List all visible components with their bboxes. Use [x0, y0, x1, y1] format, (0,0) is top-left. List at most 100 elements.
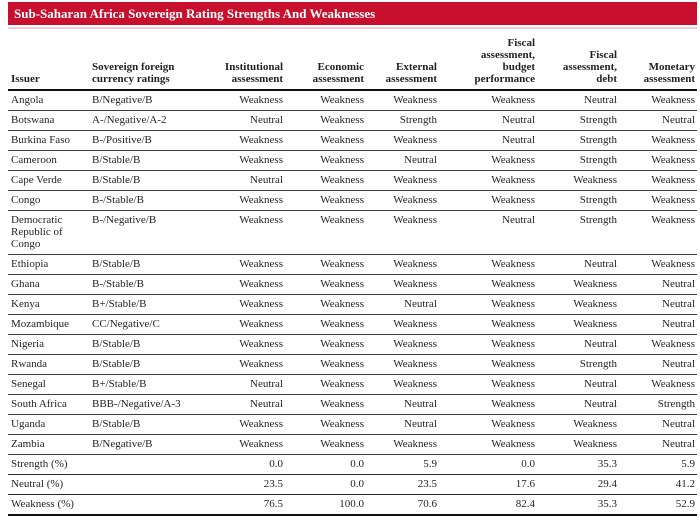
assessment-cell: Weakness: [366, 130, 439, 151]
issuer-cell: South Africa: [8, 394, 90, 415]
rating-cell: B/Stable/B: [90, 414, 191, 435]
assessment-cell: Neutral: [366, 394, 439, 415]
summary-value-cell: 29.4: [537, 474, 619, 495]
assessment-cell: Weakness: [366, 210, 439, 255]
assessment-cell: Weakness: [191, 334, 285, 355]
summary-row: Weakness (%) 76.5 100.0 70.6 82.4 35.3 52.9: [8, 494, 697, 516]
assessment-cell: Weakness: [619, 150, 697, 171]
assessment-cell: Strength: [537, 130, 619, 151]
assessment-cell: Weakness: [439, 254, 537, 275]
table-title-bar: Sub-Saharan Africa Sovereign Rating Stre…: [8, 2, 697, 25]
assessment-cell: Weakness: [366, 314, 439, 335]
assessment-cell: Weakness: [537, 314, 619, 335]
assessment-cell: Neutral: [191, 110, 285, 131]
assessment-cell: Weakness: [285, 394, 366, 415]
table-row: Zambia B/Negative/B Weakness Weakness Weakne…: [8, 434, 697, 455]
assessment-cell: Neutral: [619, 314, 697, 335]
column-header: Institutional assessment: [191, 29, 285, 91]
assessment-cell: Weakness: [285, 190, 366, 211]
assessment-cell: Weakness: [537, 274, 619, 295]
assessment-cell: Strength: [537, 110, 619, 131]
assessment-cell: Neutral: [619, 110, 697, 131]
summary-value-cell: 35.3: [537, 454, 619, 475]
issuer-cell: Congo: [8, 190, 90, 211]
assessment-cell: Neutral: [191, 170, 285, 191]
assessment-cell: Neutral: [366, 150, 439, 171]
table-body: Angola B/Negative/B Weakness Weakness Weakne…: [8, 90, 697, 516]
assessment-cell: Weakness: [439, 150, 537, 171]
assessment-cell: Weakness: [537, 294, 619, 315]
assessment-cell: Weakness: [285, 90, 366, 111]
assessment-cell: Strength: [537, 190, 619, 211]
assessment-cell: Weakness: [285, 354, 366, 375]
assessment-cell: Weakness: [366, 374, 439, 395]
summary-value-cell: 82.4: [439, 494, 537, 516]
assessment-cell: Neutral: [366, 294, 439, 315]
assessment-cell: Weakness: [537, 170, 619, 191]
issuer-cell: Ethiopia: [8, 254, 90, 275]
assessment-cell: Neutral: [439, 110, 537, 131]
issuer-cell: Uganda: [8, 414, 90, 435]
table-row: Botswana A-/Negative/A-2 Neutral Weakness St…: [8, 110, 697, 131]
summary-value-cell: 17.6: [439, 474, 537, 495]
assessment-cell: Weakness: [285, 294, 366, 315]
assessment-cell: Weakness: [439, 354, 537, 375]
assessment-cell: Weakness: [439, 170, 537, 191]
assessment-cell: Weakness: [619, 130, 697, 151]
assessment-cell: Neutral: [537, 334, 619, 355]
rating-cell: BBB-/Negative/A-3: [90, 394, 191, 415]
summary-value-cell: 0.0: [285, 474, 366, 495]
summary-value-cell: 35.3: [537, 494, 619, 516]
issuer-cell: Ghana: [8, 274, 90, 295]
table-row: Democratic Republic of Congo B-/Negative/…: [8, 210, 697, 255]
summary-value-cell: 5.9: [619, 454, 697, 475]
table-row: Congo B-/Stable/B Weakness Weakness Weakness…: [8, 190, 697, 211]
issuer-cell: Nigeria: [8, 334, 90, 355]
assessment-cell: Weakness: [619, 190, 697, 211]
table-row: Kenya B+/Stable/B Weakness Weakness Neutral W…: [8, 294, 697, 315]
title-underline: [8, 27, 697, 29]
assessment-cell: Weakness: [285, 434, 366, 455]
assessment-cell: Weakness: [285, 130, 366, 151]
summary-label-cell: Strength (%): [8, 454, 191, 475]
rating-cell: B-/Stable/B: [90, 190, 191, 211]
assessment-cell: Weakness: [366, 90, 439, 111]
rating-cell: B/Stable/B: [90, 354, 191, 375]
assessment-cell: Weakness: [439, 314, 537, 335]
assessment-cell: Weakness: [366, 334, 439, 355]
assessment-cell: Weakness: [439, 274, 537, 295]
summary-value-cell: 0.0: [191, 454, 285, 475]
assessment-cell: Neutral: [619, 294, 697, 315]
issuer-cell: Kenya: [8, 294, 90, 315]
assessment-cell: Weakness: [439, 294, 537, 315]
issuer-cell: Senegal: [8, 374, 90, 395]
table-row: Nigeria B/Stable/B Weakness Weakness Weaknes…: [8, 334, 697, 355]
assessment-cell: Neutral: [619, 354, 697, 375]
rating-cell: B-/Stable/B: [90, 274, 191, 295]
column-header: Sovereign foreign currency ratings: [90, 29, 191, 91]
rating-cell: CC/Negative/C: [90, 314, 191, 335]
assessment-cell: Strength: [537, 210, 619, 255]
assessment-cell: Neutral: [439, 130, 537, 151]
sovereign-ratings-table: Issuer Sovereign foreign currency ratings…: [8, 29, 697, 516]
rating-cell: B-/Positive/B: [90, 130, 191, 151]
assessment-cell: Weakness: [285, 414, 366, 435]
assessment-cell: Weakness: [191, 434, 285, 455]
assessment-cell: Weakness: [285, 274, 366, 295]
assessment-cell: Weakness: [285, 170, 366, 191]
rating-cell: B/Stable/B: [90, 334, 191, 355]
assessment-cell: Weakness: [439, 90, 537, 111]
table-header: Issuer Sovereign foreign currency ratings…: [8, 29, 697, 91]
assessment-cell: Weakness: [366, 254, 439, 275]
assessment-cell: Weakness: [619, 170, 697, 191]
issuer-cell: Rwanda: [8, 354, 90, 375]
assessment-cell: Strength: [366, 110, 439, 131]
assessment-cell: Neutral: [619, 274, 697, 295]
rating-cell: B/Stable/B: [90, 254, 191, 275]
table-row: Angola B/Negative/B Weakness Weakness Weakne…: [8, 90, 697, 111]
rating-cell: B/Negative/B: [90, 90, 191, 111]
column-header: Issuer: [8, 29, 90, 91]
table-row: Senegal B+/Stable/B Neutral Weakness Weaknes…: [8, 374, 697, 395]
rating-cell: B/Negative/B: [90, 434, 191, 455]
issuer-cell: Botswana: [8, 110, 90, 131]
